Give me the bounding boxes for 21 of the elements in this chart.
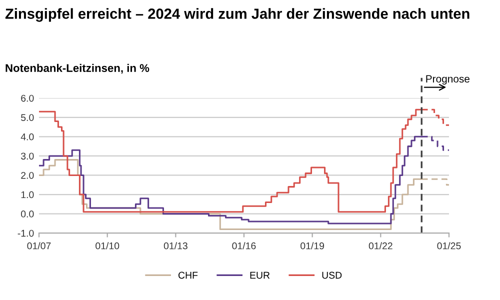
x-tick-label: 01/13 [164, 242, 188, 250]
y-tick-label: 6.0 [21, 94, 34, 102]
x-tick-label: 01/19 [300, 242, 324, 250]
y-tick-label: 0.0 [21, 210, 34, 218]
chart-subtitle: Notenbank-Leitzinsen, in % [6, 64, 150, 74]
x-tick-label: 01/10 [96, 242, 120, 250]
y-tick-label: 3.0 [20, 152, 34, 160]
ref-line-label: Prognose [426, 75, 470, 85]
legend-label: USD [322, 272, 342, 279]
x-tick-label: 01/22 [368, 242, 392, 250]
y-tick-label: 1.0 [21, 191, 34, 198]
y-tick-label: -1.0 [18, 230, 34, 237]
y-tick-label: 5.0 [21, 114, 34, 122]
chart-title: Zinsgipfel erreicht – 2024 wird zum Jahr der Zinswende nach unten [5, 8, 470, 22]
x-tick-label: 01/07 [27, 242, 51, 250]
y-tick-label: 4.0 [20, 133, 34, 140]
legend-label: EUR [250, 272, 270, 279]
legend-label: CHF [178, 272, 198, 279]
x-tick-label: 01/16 [232, 242, 256, 250]
y-tick-label: 2.0 [21, 172, 34, 179]
x-tick-label: 01/25 [437, 242, 461, 250]
